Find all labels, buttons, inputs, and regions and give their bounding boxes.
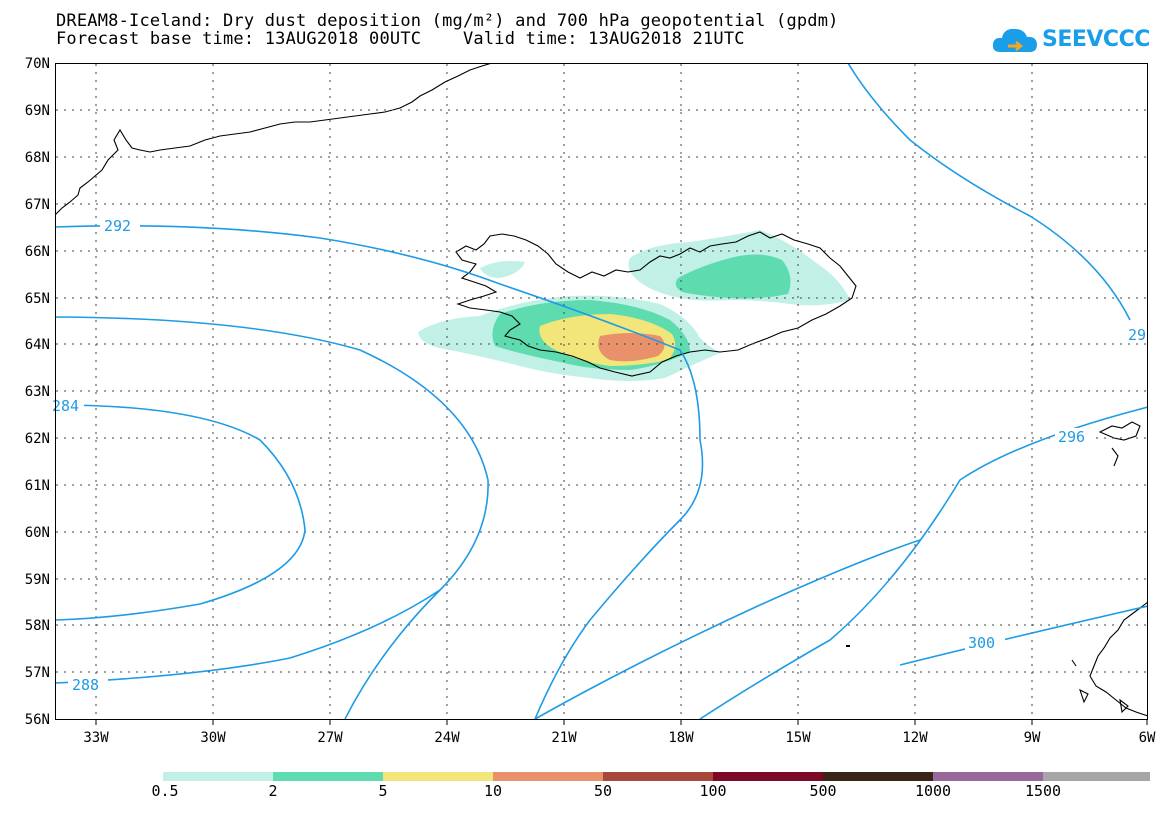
contour-284-outer (55, 404, 306, 621)
colorbar-label: 2 (268, 782, 278, 800)
contour-292 (55, 225, 704, 720)
lat-label: 66N (25, 244, 50, 260)
lon-label: 27W (317, 730, 343, 746)
lat-label: 67N (25, 197, 50, 213)
dust-deposition-fill (418, 230, 850, 381)
lon-label: 24W (434, 730, 460, 746)
lat-label: 57N (25, 665, 50, 681)
dust-level-10 (598, 333, 665, 362)
contour-label-29: 29 (1128, 326, 1146, 344)
contour-label-288: 288 (72, 676, 99, 694)
colorbar-label: 10 (483, 782, 503, 800)
scotland-coast (1089, 601, 1148, 717)
contour-296-se (699, 406, 1148, 720)
lat-label: 63N (25, 384, 50, 400)
faroe-shetland-coast (1098, 421, 1141, 467)
lon-label: 6W (1139, 730, 1156, 746)
colorbar-label: 50 (593, 782, 613, 800)
colorbar-label: 5 (378, 782, 388, 800)
chart-title-line-1: DREAM8-Iceland: Dry dust deposition (mg/… (56, 11, 839, 31)
contour-288-lower (55, 589, 441, 684)
lat-label: 65N (25, 291, 50, 307)
lat-label: 62N (25, 431, 50, 447)
lat-label: 68N (25, 150, 50, 166)
colorbar (163, 772, 1150, 781)
contour-288 (55, 316, 489, 720)
colorbar-swatch (383, 772, 493, 781)
lon-label: 12W (902, 730, 928, 746)
latitude-labels: 70N 69N 68N 67N 66N 65N 64N 63N 62N 61N … (25, 56, 50, 728)
contour-label-284: 284 (52, 397, 79, 415)
colorbar-label: 100 (699, 782, 727, 800)
lon-label: 21W (551, 730, 577, 746)
contour-296-ne (847, 63, 1131, 321)
lon-label: 30W (200, 730, 226, 746)
lat-label: 64N (25, 337, 50, 353)
colorbar-swatch (1043, 772, 1150, 781)
geopotential-contours (55, 63, 1148, 720)
lat-label: 58N (25, 618, 50, 634)
contour-300 (534, 539, 921, 720)
lat-label: 69N (25, 103, 50, 119)
colorbar-swatch (823, 772, 933, 781)
coastline (55, 63, 1148, 717)
contour-label-300: 300 (968, 634, 995, 652)
colorbar-swatch (163, 772, 273, 781)
tick-marks (95, 719, 1148, 725)
colorbar-label: 1500 (1024, 782, 1062, 800)
lon-label: 18W (668, 730, 694, 746)
contour-label-296: 296 (1058, 428, 1085, 446)
longitude-labels: 33W 30W 27W 24W 21W 18W 15W 12W 9W 6W (83, 730, 1156, 746)
gridlines (56, 64, 1147, 719)
colorbar-swatch (273, 772, 383, 781)
chart-title-line-2: Forecast base time: 13AUG2018 00UTC Vali… (56, 29, 745, 49)
lon-label: 15W (785, 730, 811, 746)
colorbar-label: 500 (809, 782, 837, 800)
colorbar-label: 0.5 (151, 782, 179, 800)
greenland-coast (55, 63, 493, 216)
plot-frame (55, 63, 1148, 720)
lon-label: 9W (1024, 730, 1041, 746)
lat-label: 61N (25, 478, 50, 494)
logo-text: SEEVCCC (1042, 27, 1150, 52)
colorbar-swatch (713, 772, 823, 781)
colorbar-swatch (493, 772, 603, 781)
map-marker (846, 645, 850, 647)
colorbar-swatch (933, 772, 1043, 781)
dust-level-0.5-north (480, 260, 525, 278)
seevccc-logo: SEEVCCC (990, 20, 1150, 60)
contour-label-292: 292 (104, 217, 131, 235)
contour-labels: 292 284 288 296 300 29 (50, 217, 1148, 694)
lat-label: 59N (25, 572, 50, 588)
iceland-coast (455, 231, 857, 377)
lat-label: 60N (25, 525, 50, 541)
scotland-islands (1071, 659, 1129, 714)
cloud-logo-icon (992, 28, 1037, 52)
lon-label: 33W (83, 730, 109, 746)
contour-300-lower (899, 605, 1148, 666)
dust-level-2-east (675, 254, 791, 299)
lat-label: 56N (25, 712, 50, 728)
lat-label: 70N (25, 56, 50, 72)
colorbar-label: 1000 (914, 782, 952, 800)
colorbar-swatch (603, 772, 713, 781)
